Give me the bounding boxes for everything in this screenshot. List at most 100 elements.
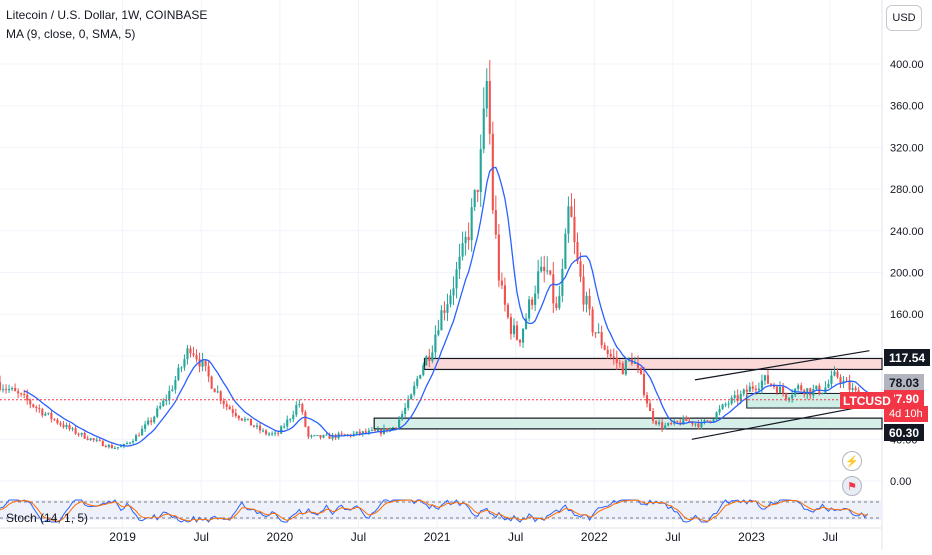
candle (700, 421, 703, 428)
candle (249, 418, 253, 426)
candle (760, 380, 763, 389)
candle (437, 330, 440, 335)
candle (71, 428, 74, 430)
x-tick-label: 2022 (581, 530, 608, 544)
candle (23, 394, 26, 396)
y-tick-label: 320.00 (890, 142, 924, 154)
candle (685, 417, 688, 421)
candle (134, 435, 138, 442)
candle (286, 419, 289, 427)
candle (709, 420, 712, 422)
candle (588, 295, 591, 310)
candle (618, 363, 621, 365)
candle (1, 389, 5, 391)
candle (506, 304, 509, 318)
candle (159, 406, 162, 409)
candle (183, 359, 186, 368)
candle (440, 310, 443, 331)
candle (800, 385, 803, 391)
candle (485, 81, 488, 109)
stoch-band (0, 500, 882, 520)
candle (443, 310, 446, 313)
candle (376, 429, 379, 431)
candle (518, 339, 522, 343)
lightning-icon[interactable]: ⚡ (842, 451, 862, 471)
stoch-d-line (0, 499, 868, 522)
trendline[interactable] (694, 350, 870, 381)
candle (528, 299, 531, 319)
candle (821, 392, 824, 394)
candle (29, 400, 32, 405)
candle (274, 432, 277, 434)
candle (479, 149, 482, 193)
candle (398, 419, 401, 428)
stoch-label: Stoch (14, 1, 5) (6, 511, 88, 525)
flag-icon[interactable]: ⚑ (842, 476, 862, 496)
candle (385, 428, 389, 432)
candle (162, 400, 165, 407)
candle (503, 285, 506, 305)
candle (564, 233, 567, 269)
candle (304, 411, 307, 427)
candle (231, 409, 234, 414)
candle (667, 423, 670, 426)
candle (552, 274, 555, 304)
candle (26, 394, 29, 401)
candle (452, 288, 455, 296)
candle (128, 442, 132, 444)
candle (101, 440, 104, 447)
candle (331, 434, 334, 439)
candle (546, 270, 549, 272)
candle (177, 367, 180, 380)
candle (98, 439, 101, 441)
candle (428, 356, 431, 361)
currency-button[interactable]: USD (886, 5, 922, 31)
candle (44, 413, 47, 416)
candle (827, 383, 830, 388)
x-tick-label: 2021 (424, 530, 451, 544)
candle (664, 425, 667, 430)
candle (515, 325, 519, 340)
candle (68, 424, 71, 430)
candle (739, 394, 742, 401)
candle (213, 388, 216, 393)
candle (107, 445, 110, 448)
candle (537, 271, 540, 294)
candle (243, 419, 246, 421)
trendline[interactable] (691, 405, 867, 440)
candle (763, 375, 766, 381)
candle (240, 418, 243, 421)
candle (609, 353, 612, 357)
candle (265, 430, 268, 435)
candle (395, 427, 398, 429)
candle (355, 431, 358, 434)
candle (125, 443, 129, 445)
candle (147, 420, 150, 425)
candle (113, 447, 116, 449)
candle (500, 280, 503, 286)
candle (201, 360, 204, 367)
candle (192, 353, 195, 356)
chart-title: Litecoin / U.S. Dollar, 1W, COINBASE (6, 8, 208, 22)
candle (11, 388, 14, 390)
candle (361, 431, 364, 435)
candle (458, 256, 461, 270)
candle (606, 349, 609, 354)
support-zone[interactable] (373, 417, 883, 430)
candle (579, 261, 582, 277)
candle (806, 388, 809, 395)
candle (210, 376, 213, 389)
resistance-zone[interactable] (423, 357, 883, 371)
candle (422, 365, 425, 376)
candle (706, 420, 709, 422)
candle (715, 412, 718, 420)
price-axis (882, 0, 932, 550)
candle (766, 375, 770, 384)
candle (310, 435, 313, 437)
candle (165, 400, 168, 402)
candle (156, 408, 159, 417)
candle (842, 380, 845, 384)
candle (652, 411, 655, 422)
